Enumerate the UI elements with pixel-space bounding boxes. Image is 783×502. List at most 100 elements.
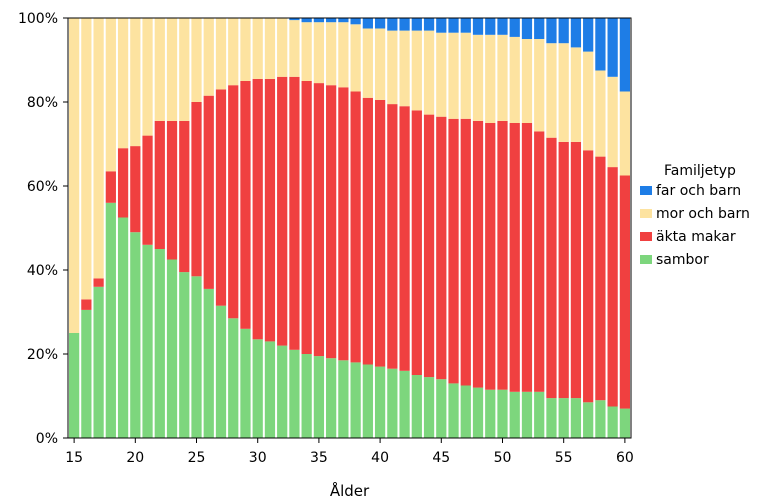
bar-segment (362, 18, 373, 29)
plot-frame (67, 17, 632, 439)
bar-segment (521, 391, 533, 438)
bar-segment (534, 39, 545, 132)
bar-segment (374, 366, 386, 438)
bar-segment (252, 339, 263, 438)
legend-label: mor och barn (656, 206, 750, 222)
bar-segment (472, 18, 484, 35)
bar-segment (423, 377, 435, 438)
bar-segment (374, 99, 386, 367)
bar-segment (595, 156, 606, 401)
bar-segment (570, 47, 582, 142)
bar-segment (277, 18, 288, 77)
bar-segment (607, 76, 618, 168)
bar-segment (436, 116, 447, 380)
bar-segment (387, 368, 398, 438)
bar-segment (521, 123, 533, 392)
bar-segment (472, 34, 484, 121)
bar-segment (595, 70, 606, 157)
bar-segment (399, 30, 410, 107)
bar-segment (460, 118, 471, 386)
bar-segment (81, 309, 92, 438)
bar-segment (105, 171, 116, 203)
bar-segment (166, 18, 178, 121)
bar-segment (497, 18, 508, 35)
bar-segment (215, 18, 227, 90)
bar-segment (509, 391, 520, 438)
bar-segment (485, 389, 496, 438)
bar-segment (436, 32, 447, 117)
bar-segment (558, 141, 569, 399)
bar-segment (301, 81, 312, 354)
bar-segment (387, 30, 398, 105)
bar-segment (191, 276, 202, 438)
bar-segment (179, 120, 190, 273)
bar-segment (264, 78, 276, 342)
bar-segment (166, 259, 178, 438)
bar-segment (448, 32, 459, 119)
bar-segment (521, 39, 533, 123)
bar-segment (607, 406, 618, 438)
bar-segment (509, 36, 520, 123)
y-tick-label: 100% (18, 11, 58, 27)
x-tick-label: 15 (65, 450, 83, 466)
bar-segment (619, 408, 630, 438)
bar-segment (203, 288, 214, 438)
bar-segment (326, 22, 337, 86)
bar-segment (313, 83, 325, 357)
legend-swatch (640, 209, 652, 218)
bar-segment (264, 18, 276, 79)
bar-segment (277, 76, 288, 346)
legend-label: sambor (656, 252, 709, 268)
bar-segment (423, 114, 435, 378)
bar-segment (191, 102, 202, 277)
bar-segment (350, 362, 361, 438)
x-tick-label: 40 (371, 450, 389, 466)
bar-segment (448, 383, 459, 438)
bar-segment (93, 278, 104, 287)
bar-segment (350, 91, 361, 363)
bar-segment (81, 299, 92, 310)
bar-segment (448, 18, 459, 33)
bar-segment (436, 18, 447, 33)
bar-segment (558, 43, 569, 142)
bar-segment (534, 391, 545, 438)
y-axis: 0% 20% 40% 60% 80% 100% (18, 11, 68, 447)
bar-segment (215, 305, 227, 438)
bar-segment (607, 18, 618, 77)
bar-segment (399, 370, 410, 438)
bar-segment (436, 379, 447, 438)
bar-segment (485, 34, 496, 123)
bar-segment (130, 232, 141, 438)
bar-segment (546, 18, 557, 44)
bar-segment (301, 354, 312, 438)
bar-segment (546, 398, 557, 438)
bar-segment (338, 360, 349, 438)
x-tick-label: 25 (188, 450, 206, 466)
bar-segment (289, 349, 300, 438)
bar-segment (619, 91, 630, 176)
bar-segment (534, 18, 545, 39)
bar-segment (289, 18, 300, 21)
legend-swatch (640, 255, 652, 264)
bar-segment (166, 120, 178, 260)
bar-segment (362, 97, 373, 365)
bar-segment (387, 104, 398, 369)
bar-segment (240, 328, 251, 438)
bar-segment (69, 333, 80, 438)
bar-segment (117, 18, 129, 149)
bar-segment (521, 18, 533, 39)
x-tick-label: 60 (616, 450, 634, 466)
bar-segment (570, 398, 582, 438)
x-tick-label: 55 (555, 450, 573, 466)
bar-segment (93, 18, 104, 279)
x-tick-label: 50 (494, 450, 512, 466)
bar-segment (81, 18, 92, 300)
bar-segment (117, 148, 129, 218)
bar-segment (179, 18, 190, 121)
bar-segment (191, 18, 202, 102)
legend-label: äkta makar (656, 229, 736, 245)
bar-segment (534, 131, 545, 392)
bar-segment (570, 141, 582, 399)
bar-segment (460, 385, 471, 438)
legend-label: far och barn (656, 183, 741, 199)
